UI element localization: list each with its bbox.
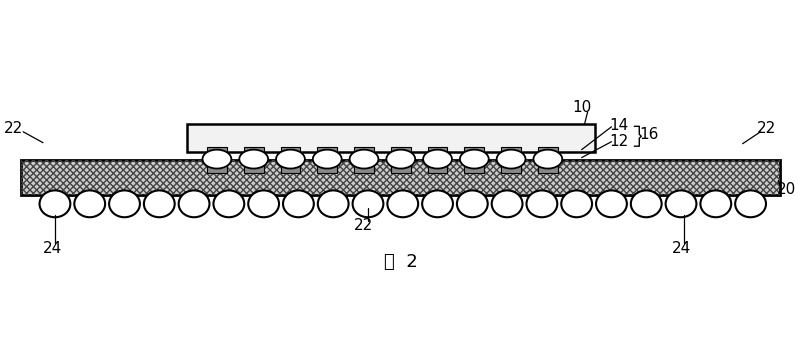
- Ellipse shape: [562, 190, 592, 217]
- Ellipse shape: [248, 190, 279, 217]
- Bar: [318, 147, 337, 156]
- Ellipse shape: [387, 190, 418, 217]
- Text: 22: 22: [354, 218, 373, 233]
- Ellipse shape: [144, 190, 174, 217]
- Ellipse shape: [631, 190, 662, 217]
- Ellipse shape: [534, 150, 562, 168]
- Ellipse shape: [178, 190, 210, 217]
- Bar: [21, 160, 780, 196]
- Bar: [354, 147, 374, 156]
- Text: 12: 12: [610, 134, 629, 149]
- Ellipse shape: [74, 190, 105, 217]
- Text: 20: 20: [777, 182, 796, 197]
- Bar: [538, 164, 558, 173]
- Ellipse shape: [666, 190, 697, 217]
- Ellipse shape: [276, 150, 305, 168]
- Ellipse shape: [735, 190, 766, 217]
- Ellipse shape: [283, 190, 314, 217]
- Ellipse shape: [423, 150, 452, 168]
- Text: 24: 24: [671, 240, 690, 256]
- Bar: [244, 164, 264, 173]
- Ellipse shape: [239, 150, 268, 168]
- Bar: [464, 164, 484, 173]
- Ellipse shape: [596, 190, 627, 217]
- Bar: [207, 147, 227, 156]
- Bar: [244, 147, 264, 156]
- Ellipse shape: [202, 150, 231, 168]
- Bar: [21, 160, 780, 196]
- Text: 24: 24: [43, 240, 62, 256]
- Bar: [428, 147, 447, 156]
- Bar: [501, 164, 521, 173]
- Bar: [354, 164, 374, 173]
- Ellipse shape: [318, 190, 349, 217]
- Ellipse shape: [350, 150, 378, 168]
- Bar: [538, 147, 558, 156]
- Bar: [318, 164, 337, 173]
- Bar: [391, 147, 410, 156]
- Ellipse shape: [39, 190, 70, 217]
- Ellipse shape: [353, 190, 383, 217]
- Ellipse shape: [700, 190, 731, 217]
- Text: 16: 16: [639, 127, 659, 142]
- Bar: [281, 147, 301, 156]
- Text: 22: 22: [757, 121, 776, 136]
- Text: 图  2: 图 2: [384, 253, 418, 271]
- Ellipse shape: [214, 190, 244, 217]
- Bar: [281, 164, 301, 173]
- Text: 14: 14: [610, 118, 629, 133]
- Bar: [464, 147, 484, 156]
- Ellipse shape: [492, 190, 522, 217]
- Ellipse shape: [422, 190, 453, 217]
- Bar: [391, 164, 410, 173]
- Bar: [501, 147, 521, 156]
- Bar: [207, 164, 227, 173]
- Ellipse shape: [526, 190, 558, 217]
- Ellipse shape: [457, 190, 488, 217]
- Ellipse shape: [109, 190, 140, 217]
- Bar: [428, 164, 447, 173]
- Ellipse shape: [386, 150, 415, 168]
- Ellipse shape: [313, 150, 342, 168]
- Ellipse shape: [497, 150, 526, 168]
- Text: 10: 10: [572, 100, 591, 115]
- Bar: [187, 124, 594, 152]
- Text: 22: 22: [3, 121, 23, 136]
- Ellipse shape: [460, 150, 489, 168]
